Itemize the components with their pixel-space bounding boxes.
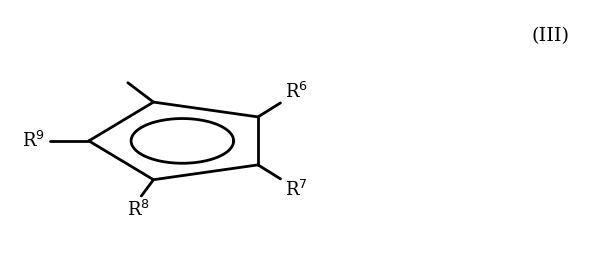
Text: R$^9$: R$^9$ [22, 131, 45, 151]
Text: R$^8$: R$^8$ [127, 200, 150, 220]
Text: (III): (III) [531, 27, 569, 45]
Text: R$^6$: R$^6$ [285, 81, 308, 102]
Text: R$^7$: R$^7$ [285, 180, 308, 200]
